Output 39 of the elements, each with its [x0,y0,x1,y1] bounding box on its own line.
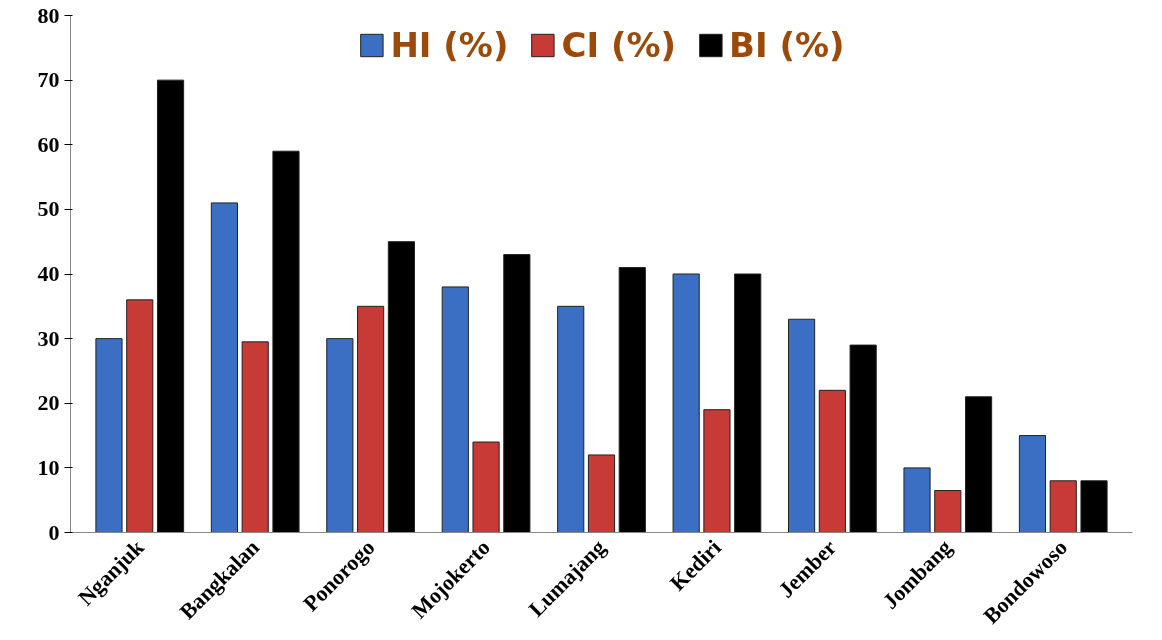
bar [618,267,646,533]
y-tick-label: 0 [48,519,60,545]
y-tick-label: 80 [37,2,60,28]
bar [903,467,931,533]
bar [788,318,816,533]
bar [156,79,185,533]
bar [441,286,469,533]
y-tick-label: 20 [37,390,60,416]
bar [587,454,616,533]
bar [272,150,300,533]
y-tick-label: 30 [37,325,60,351]
legend-label: CI (%) [561,25,677,65]
bar [1049,480,1077,533]
bar [672,273,700,533]
bar [326,338,354,533]
bar [1018,435,1047,533]
bar [472,441,500,533]
bar [95,338,123,533]
bar [703,409,731,533]
bar [734,273,762,533]
y-tick-label: 50 [37,196,60,222]
y-tick-label: 40 [37,261,60,286]
bar [1080,480,1108,533]
bar [210,202,238,533]
legend-label: HI (%) [390,25,509,65]
bar [934,489,962,533]
bar [126,299,154,533]
bar [357,305,385,533]
y-tick-label: 10 [37,454,60,480]
bar [387,241,415,533]
bar [503,254,531,533]
bar [849,344,877,533]
y-tick-label: 70 [37,67,60,93]
bar [965,396,993,533]
bar [557,305,585,533]
bar [818,389,846,533]
y-tick-label: 60 [37,131,60,157]
bar [241,341,269,533]
legend-label: BI (%) [729,25,845,65]
